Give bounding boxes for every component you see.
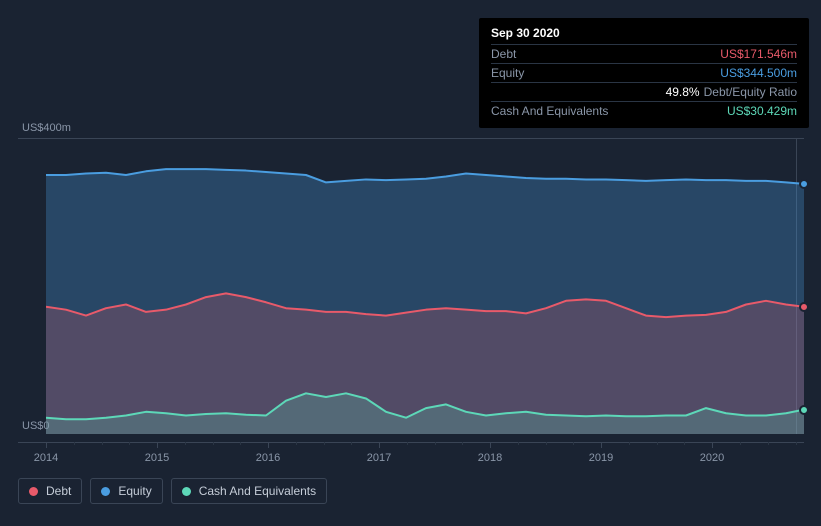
tooltip-ratio-pct: 49.8%	[666, 85, 700, 99]
x-tick-minor	[768, 442, 769, 445]
x-axis-year-label: 2014	[34, 452, 58, 464]
legend-dot-icon	[182, 487, 191, 496]
x-axis: 2014 2015 2016 2017 2018 2019 2020	[18, 442, 804, 462]
x-axis-year-label: 2018	[478, 452, 502, 464]
tooltip-label: Equity	[491, 66, 524, 80]
tooltip-ratio: 49.8% Debt/Equity Ratio	[666, 85, 797, 99]
chart-tooltip: Sep 30 2020 Debt US$171.546m Equity US$3…	[479, 18, 809, 128]
legend-dot-icon	[29, 487, 38, 496]
tooltip-value: US$30.429m	[727, 104, 797, 118]
chart-container: Sep 30 2020 Debt US$171.546m Equity US$3…	[0, 0, 821, 526]
legend-item-equity[interactable]: Equity	[90, 478, 162, 504]
x-tick-minor	[462, 442, 463, 445]
y-axis-max-label: US$400m	[22, 122, 71, 134]
tooltip-value: US$344.500m	[720, 66, 797, 80]
x-tick-minor	[351, 442, 352, 445]
tooltip-label: Cash And Equivalents	[491, 104, 608, 118]
legend-item-debt[interactable]: Debt	[18, 478, 82, 504]
legend-item-cash-and-equivalents[interactable]: Cash And Equivalents	[171, 478, 327, 504]
x-tick-major	[601, 442, 602, 448]
x-tick-minor	[185, 442, 186, 445]
tooltip-row-cash: Cash And Equivalents US$30.429m	[491, 102, 797, 120]
x-axis-year-label: 2017	[367, 452, 391, 464]
x-tick-minor	[629, 442, 630, 445]
tooltip-label: Debt	[491, 47, 516, 61]
x-tick-minor	[102, 442, 103, 445]
x-tick-major	[379, 442, 380, 448]
legend-label: Equity	[118, 484, 151, 498]
x-tick-minor	[324, 442, 325, 445]
x-axis-year-label: 2016	[256, 452, 280, 464]
series-end-dot-cash-and-equivalents	[799, 405, 809, 415]
series-end-dot-debt	[799, 302, 809, 312]
chart-legend: Debt Equity Cash And Equivalents	[18, 478, 327, 504]
x-tick-minor	[546, 442, 547, 445]
x-tick-major	[712, 442, 713, 448]
x-tick-minor	[213, 442, 214, 445]
series-end-dot-equity	[799, 179, 809, 189]
legend-label: Cash And Equivalents	[199, 484, 316, 498]
chart-plot-area[interactable]	[46, 138, 804, 434]
x-tick-minor	[407, 442, 408, 445]
tooltip-ratio-label: Debt/Equity Ratio	[704, 85, 797, 99]
tooltip-value: US$171.546m	[720, 47, 797, 61]
x-tick-major	[157, 442, 158, 448]
x-axis-year-label: 2020	[700, 452, 724, 464]
tooltip-row-equity: Equity US$344.500m	[491, 64, 797, 83]
x-tick-minor	[74, 442, 75, 445]
x-axis-year-label: 2015	[145, 452, 169, 464]
tooltip-date: Sep 30 2020	[491, 26, 797, 45]
x-tick-major	[268, 442, 269, 448]
tooltip-row-debt: Debt US$171.546m	[491, 45, 797, 64]
x-tick-minor	[796, 442, 797, 445]
legend-dot-icon	[101, 487, 110, 496]
x-tick-minor	[740, 442, 741, 445]
x-tick-major	[490, 442, 491, 448]
x-tick-minor	[518, 442, 519, 445]
x-tick-minor	[657, 442, 658, 445]
legend-label: Debt	[46, 484, 71, 498]
x-tick-minor	[129, 442, 130, 445]
x-tick-major	[46, 442, 47, 448]
x-tick-minor	[435, 442, 436, 445]
x-tick-minor	[573, 442, 574, 445]
x-tick-minor	[240, 442, 241, 445]
x-tick-minor	[684, 442, 685, 445]
x-axis-year-label: 2019	[589, 452, 613, 464]
x-tick-minor	[296, 442, 297, 445]
tooltip-row-ratio: 49.8% Debt/Equity Ratio	[491, 83, 797, 102]
